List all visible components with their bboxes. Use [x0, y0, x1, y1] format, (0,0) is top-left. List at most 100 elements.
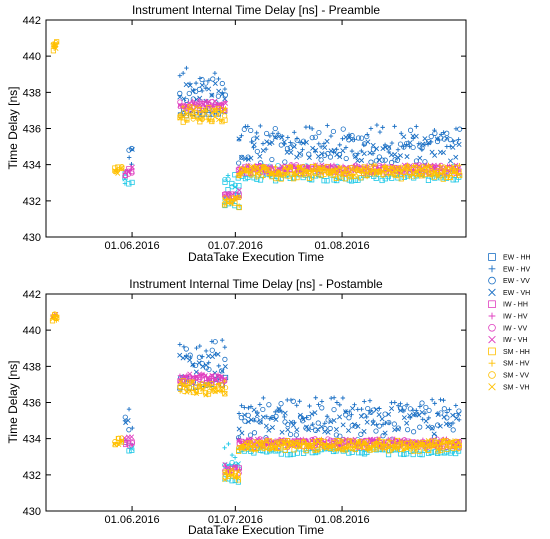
postamble-data-point	[279, 429, 285, 435]
preamble-data-point	[324, 138, 330, 144]
preamble-data-point	[340, 172, 346, 178]
preamble-data-point	[392, 124, 397, 129]
preamble-data-point	[190, 113, 197, 119]
postamble-data-point	[385, 452, 392, 458]
preamble-data-point	[236, 136, 242, 142]
preamble-data-point	[349, 167, 355, 173]
preamble-data-point	[382, 157, 388, 163]
postamble-data-point	[190, 375, 196, 381]
preamble-data-point	[343, 145, 349, 150]
postamble-data-point	[196, 382, 202, 388]
postamble-data-point	[328, 444, 334, 450]
preamble-data-point	[377, 170, 383, 176]
legend-item-label: IW - VH	[503, 337, 528, 344]
preamble-data-point	[450, 171, 457, 177]
postamble-data-point	[293, 432, 299, 438]
legend-item-label: SM - VV	[503, 373, 529, 380]
preamble-data-point	[365, 139, 371, 145]
preamble-data-point	[52, 42, 58, 48]
preamble-data-point	[382, 164, 389, 170]
postamble-data-point	[441, 441, 447, 447]
preamble-data-point	[328, 133, 334, 139]
preamble-data-point	[254, 170, 260, 176]
postamble-data-point	[419, 409, 425, 415]
preamble-data-point	[318, 157, 324, 163]
postamble-data-point	[232, 455, 238, 460]
preamble-data-point	[306, 151, 312, 157]
preamble-data-point	[190, 88, 196, 94]
preamble-data-point	[292, 130, 297, 135]
preamble-data-point	[260, 148, 266, 154]
preamble-data-point	[278, 171, 284, 177]
postamble-data-point	[361, 440, 367, 446]
preamble-data-point	[219, 119, 225, 125]
postamble-data-point	[315, 437, 322, 444]
preamble-data-point	[190, 108, 197, 114]
postamble-data-point	[453, 415, 459, 421]
postamble-data-point	[401, 405, 407, 411]
postamble-data-point	[177, 378, 183, 384]
postamble-data-point	[429, 425, 435, 431]
preamble-data-point	[413, 133, 419, 139]
preamble-data-point	[432, 127, 437, 133]
preamble-data-point	[407, 169, 413, 175]
preamble-data-point	[210, 76, 216, 82]
preamble-data-point	[398, 131, 404, 136]
postamble-data-point	[435, 412, 441, 418]
preamble-data-point	[209, 103, 215, 109]
preamble-data-point	[407, 165, 413, 171]
postamble-data-point	[337, 446, 343, 452]
postamble-data-point	[222, 344, 228, 350]
postamble-data-point	[242, 439, 248, 445]
preamble-data-point	[236, 204, 242, 210]
postamble-data-point	[193, 369, 199, 375]
preamble-data-point	[177, 90, 183, 96]
preamble-data-point	[126, 155, 132, 160]
postamble-data-point	[337, 443, 343, 449]
postamble-data-point	[266, 402, 272, 408]
postamble-data-point	[177, 342, 183, 347]
preamble-data-point	[122, 181, 128, 186]
preamble-data-point	[212, 70, 218, 76]
postamble-data-point	[245, 419, 251, 425]
preamble-data-point	[293, 162, 300, 168]
preamble-data-point	[297, 151, 303, 157]
preamble-data-point	[263, 166, 269, 172]
preamble-data-point	[435, 172, 441, 178]
preamble-data-point	[364, 170, 370, 176]
postamble-data-point	[196, 354, 203, 360]
legend-item-label: SM - VH	[503, 384, 529, 391]
postamble-data-point	[239, 444, 245, 450]
preamble-data-point	[359, 148, 364, 154]
preamble-data-point	[288, 149, 294, 155]
postamble-data-point	[398, 439, 404, 445]
postamble-data-point	[225, 465, 231, 471]
preamble-data-point	[309, 169, 315, 175]
postamble-data-point	[331, 418, 337, 424]
preamble-data-point	[330, 128, 337, 135]
postamble-data-point	[374, 422, 379, 427]
preamble-data-point	[200, 99, 205, 104]
preamble-data-point	[382, 142, 388, 148]
preamble-data-point	[294, 154, 300, 160]
preamble-data-point	[273, 175, 279, 182]
legend-marker	[488, 383, 496, 391]
preamble-y-tick-label: 438	[23, 87, 41, 99]
postamble-data-point	[200, 354, 205, 359]
preamble-data-point	[219, 80, 225, 87]
postamble-data-point	[447, 407, 452, 412]
preamble-data-point	[222, 107, 228, 113]
preamble-data-point	[267, 171, 273, 177]
preamble-data-point	[432, 130, 438, 136]
postamble-data-point	[337, 402, 342, 408]
preamble-data-point	[432, 170, 438, 176]
postamble-data-point	[116, 442, 122, 448]
preamble-data-point	[370, 167, 376, 173]
preamble-data-point	[222, 176, 228, 183]
postamble-data-point	[257, 402, 263, 407]
postamble-data-point	[384, 447, 389, 453]
postamble-data-point	[380, 433, 386, 439]
postamble-data-point	[346, 450, 352, 456]
postamble-data-point	[282, 410, 288, 416]
postamble-data-point	[456, 411, 462, 417]
